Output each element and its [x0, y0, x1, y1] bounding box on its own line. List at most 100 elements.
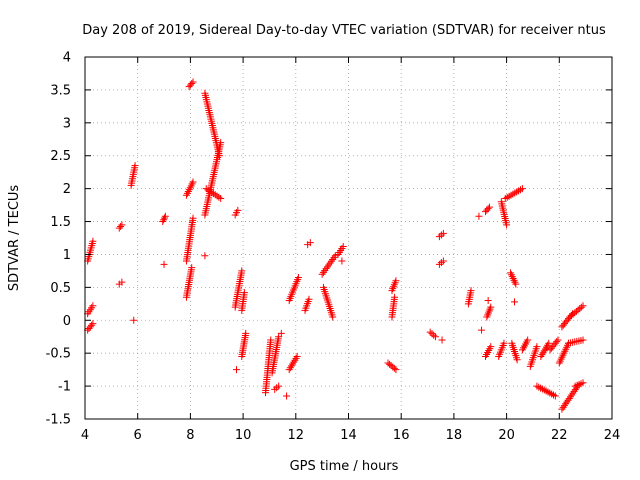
- data-point: [577, 303, 585, 311]
- data-point: [487, 303, 495, 311]
- data-point: [188, 264, 196, 272]
- data-point: [117, 222, 125, 230]
- data-point: [293, 352, 301, 360]
- data-point: [294, 273, 302, 281]
- data-point: [551, 392, 559, 400]
- y-tick-label: 2: [63, 182, 71, 197]
- data-point: [569, 389, 577, 397]
- data-point: [242, 329, 250, 337]
- data-point: [338, 257, 346, 265]
- y-tick-label: -1: [58, 380, 71, 395]
- data-point: [484, 297, 492, 305]
- data-point: [428, 330, 436, 338]
- data-point: [213, 192, 221, 200]
- data-point: [305, 295, 313, 303]
- data-point: [391, 293, 399, 301]
- data-point: [159, 218, 167, 226]
- data-point: [558, 405, 566, 413]
- data-point: [533, 343, 541, 351]
- data-point: [487, 343, 495, 351]
- data-point: [439, 229, 447, 237]
- x-tick-label: 16: [393, 428, 410, 443]
- data-point: [579, 302, 587, 310]
- data-point: [579, 379, 587, 387]
- data-point: [306, 239, 314, 247]
- data-point: [89, 320, 97, 328]
- y-axis-label: SDTVAR / TECUs: [7, 185, 22, 292]
- data-point: [475, 212, 483, 220]
- x-tick-label: 8: [186, 428, 194, 443]
- data-point: [559, 403, 567, 411]
- data-point: [188, 80, 196, 88]
- y-tick-label: 1: [63, 248, 71, 263]
- y-tick-label: 0.5: [50, 281, 71, 296]
- data-point: [189, 78, 197, 86]
- data-point: [160, 216, 168, 224]
- data-point: [467, 287, 475, 295]
- data-point: [130, 316, 138, 324]
- data-point: [565, 394, 573, 402]
- data-point: [431, 333, 439, 341]
- y-tick-label: 1.5: [50, 215, 71, 230]
- data-point: [554, 336, 562, 344]
- x-tick-label: 22: [551, 428, 568, 443]
- y-tick-label: 4: [63, 51, 71, 66]
- data-point: [512, 280, 520, 288]
- data-point: [484, 205, 492, 213]
- data-point: [204, 186, 212, 194]
- data-point: [439, 257, 447, 265]
- x-tick-label: 6: [134, 428, 142, 443]
- data-points: [84, 78, 587, 413]
- data-point: [277, 329, 285, 337]
- x-tick-label: 14: [340, 428, 357, 443]
- data-point: [217, 195, 225, 203]
- data-point: [570, 387, 578, 395]
- data-point: [478, 326, 486, 334]
- data-point: [215, 193, 223, 201]
- data-point: [511, 298, 519, 306]
- data-point: [579, 336, 587, 344]
- data-point: [563, 398, 571, 406]
- data-point: [267, 336, 275, 344]
- data-point: [275, 382, 283, 390]
- x-tick-label: 24: [604, 428, 621, 443]
- data-point: [217, 139, 225, 147]
- data-point: [238, 267, 246, 275]
- data-point: [88, 321, 96, 329]
- data-point: [503, 221, 511, 229]
- data-point: [89, 237, 97, 245]
- grid-lines: [85, 57, 612, 419]
- data-point: [568, 391, 576, 399]
- data-point: [89, 302, 97, 310]
- data-point: [189, 178, 197, 186]
- y-tick-label: 3: [63, 116, 71, 131]
- chart-title: Day 208 of 2019, Sidereal Day-to-day VTE…: [82, 23, 606, 38]
- data-point: [426, 328, 434, 336]
- data-point: [202, 185, 210, 193]
- data-point: [553, 338, 561, 346]
- data-point: [392, 366, 400, 374]
- data-point: [564, 396, 572, 404]
- data-point: [209, 190, 217, 198]
- data-point: [339, 243, 347, 251]
- data-point: [118, 278, 126, 286]
- y-tick-label: -1.5: [46, 413, 71, 428]
- data-point: [201, 252, 209, 260]
- data-point: [566, 393, 574, 401]
- data-point: [131, 162, 139, 170]
- data-point: [208, 188, 216, 196]
- data-point: [161, 212, 169, 220]
- data-point: [189, 214, 197, 222]
- x-tick-label: 4: [81, 428, 89, 443]
- data-point: [329, 313, 337, 321]
- x-tick-label: 18: [446, 428, 463, 443]
- data-point: [518, 185, 526, 193]
- y-tick-label: 0: [63, 314, 71, 329]
- data-point: [513, 356, 521, 364]
- data-point: [500, 339, 508, 347]
- data-point: [430, 331, 438, 339]
- data-point: [240, 289, 248, 297]
- data-point: [438, 336, 446, 344]
- data-point: [524, 336, 532, 344]
